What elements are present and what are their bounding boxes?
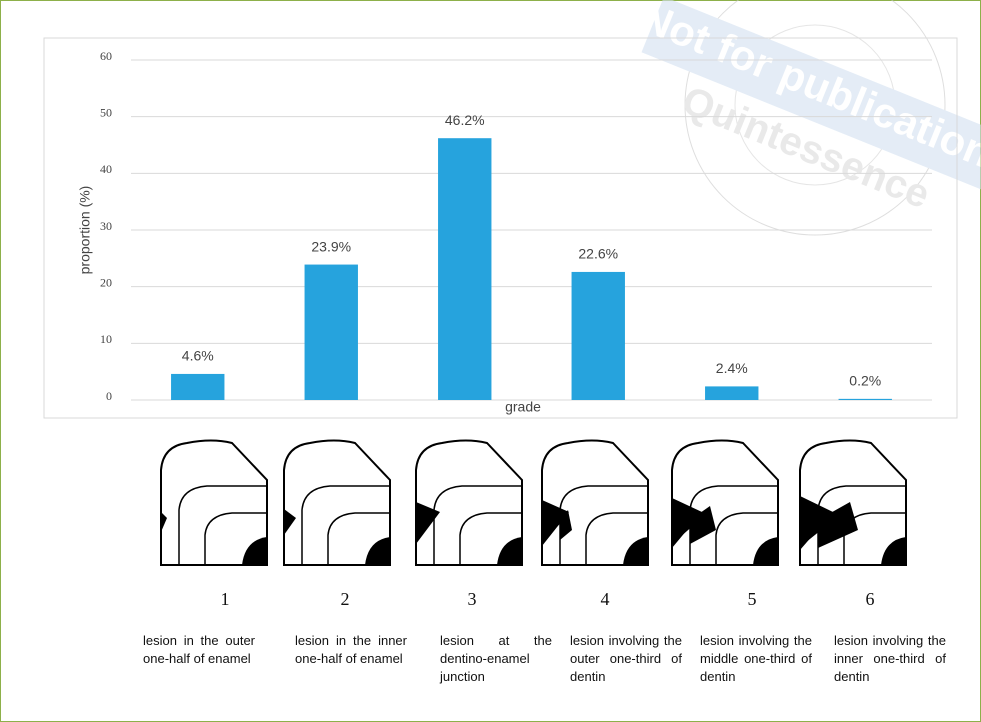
bar <box>571 271 625 400</box>
y-axis-label: proportion (%) <box>77 186 93 275</box>
lesion <box>416 502 440 544</box>
lesion <box>800 496 833 550</box>
pulp-horn <box>881 537 906 565</box>
lesion <box>161 512 167 532</box>
lesion <box>284 509 296 535</box>
dentin-line <box>301 485 390 565</box>
pulp-horn <box>242 537 267 565</box>
pulp-horn <box>497 537 522 565</box>
tooth <box>283 439 391 566</box>
pulp-horn <box>365 537 390 565</box>
value-label: 0.2% <box>849 373 881 389</box>
value-label: 22.6% <box>578 246 618 262</box>
watermark-circle <box>684 0 946 236</box>
chart-frame <box>43 37 958 419</box>
y-tick-label: 50 <box>100 105 112 119</box>
grade-number: 1 <box>221 589 230 609</box>
tooth <box>671 439 779 566</box>
grade-description: lesion at the dentino-enamel junction <box>440 633 552 684</box>
pulp-line <box>715 512 778 565</box>
tooth <box>415 439 523 566</box>
y-tick-label: 60 <box>100 49 112 63</box>
value-label: 4.6% <box>182 348 214 364</box>
pulp-horn <box>753 537 778 565</box>
lesion <box>672 498 702 548</box>
value-label: 23.9% <box>311 238 351 254</box>
grade-number: 5 <box>748 589 757 609</box>
tooth-outline <box>799 439 907 566</box>
tooth-outline <box>160 439 268 566</box>
lesion <box>690 506 716 544</box>
bar <box>304 264 358 400</box>
bar <box>705 386 759 400</box>
grade-number: 4 <box>601 589 610 609</box>
tooth <box>160 439 268 566</box>
value-label: 2.4% <box>716 360 748 376</box>
pulp-line <box>327 512 390 565</box>
grade-description: lesion in the inner one-half of enamel <box>295 633 407 666</box>
tooth <box>799 439 907 566</box>
grade-description: lesion in the outer one-half of enamel <box>143 633 255 666</box>
dentin-line <box>178 485 267 565</box>
tooth-outline <box>415 439 523 566</box>
value-label: 46.2% <box>445 112 485 128</box>
pulp-line <box>204 512 267 565</box>
watermark-band <box>641 0 981 195</box>
pulp-horn <box>623 537 648 565</box>
x-axis-label: grade <box>505 399 541 415</box>
pulp-line <box>585 512 648 565</box>
tooth <box>541 439 649 566</box>
y-tick-label: 10 <box>100 332 112 346</box>
bar <box>171 373 225 400</box>
grade-description: lesion involving the inner one-third of … <box>834 633 946 684</box>
lesion <box>542 500 569 546</box>
grade-number: 3 <box>468 589 477 609</box>
y-tick-label: 30 <box>100 219 112 233</box>
tooth-outline <box>283 439 391 566</box>
grade-number: 2 <box>341 589 350 609</box>
pulp-line <box>459 512 522 565</box>
y-tick-label: 20 <box>100 275 112 289</box>
lesion <box>818 502 858 548</box>
y-tick-label: 40 <box>100 162 112 176</box>
grade-description: lesion involving the outer one-third of … <box>570 633 682 684</box>
grade-number: 6 <box>866 589 875 609</box>
tooth-diagrams <box>160 439 907 566</box>
tooth-outline <box>671 439 779 566</box>
bar <box>438 138 492 400</box>
bar <box>838 398 892 400</box>
grade-description: lesion involving the middle one-third of… <box>700 633 812 684</box>
watermark: Not for publication Quintessence <box>634 0 981 236</box>
lesion <box>560 510 572 540</box>
y-tick-label: 0 <box>106 389 112 403</box>
tooth-outline <box>541 439 649 566</box>
